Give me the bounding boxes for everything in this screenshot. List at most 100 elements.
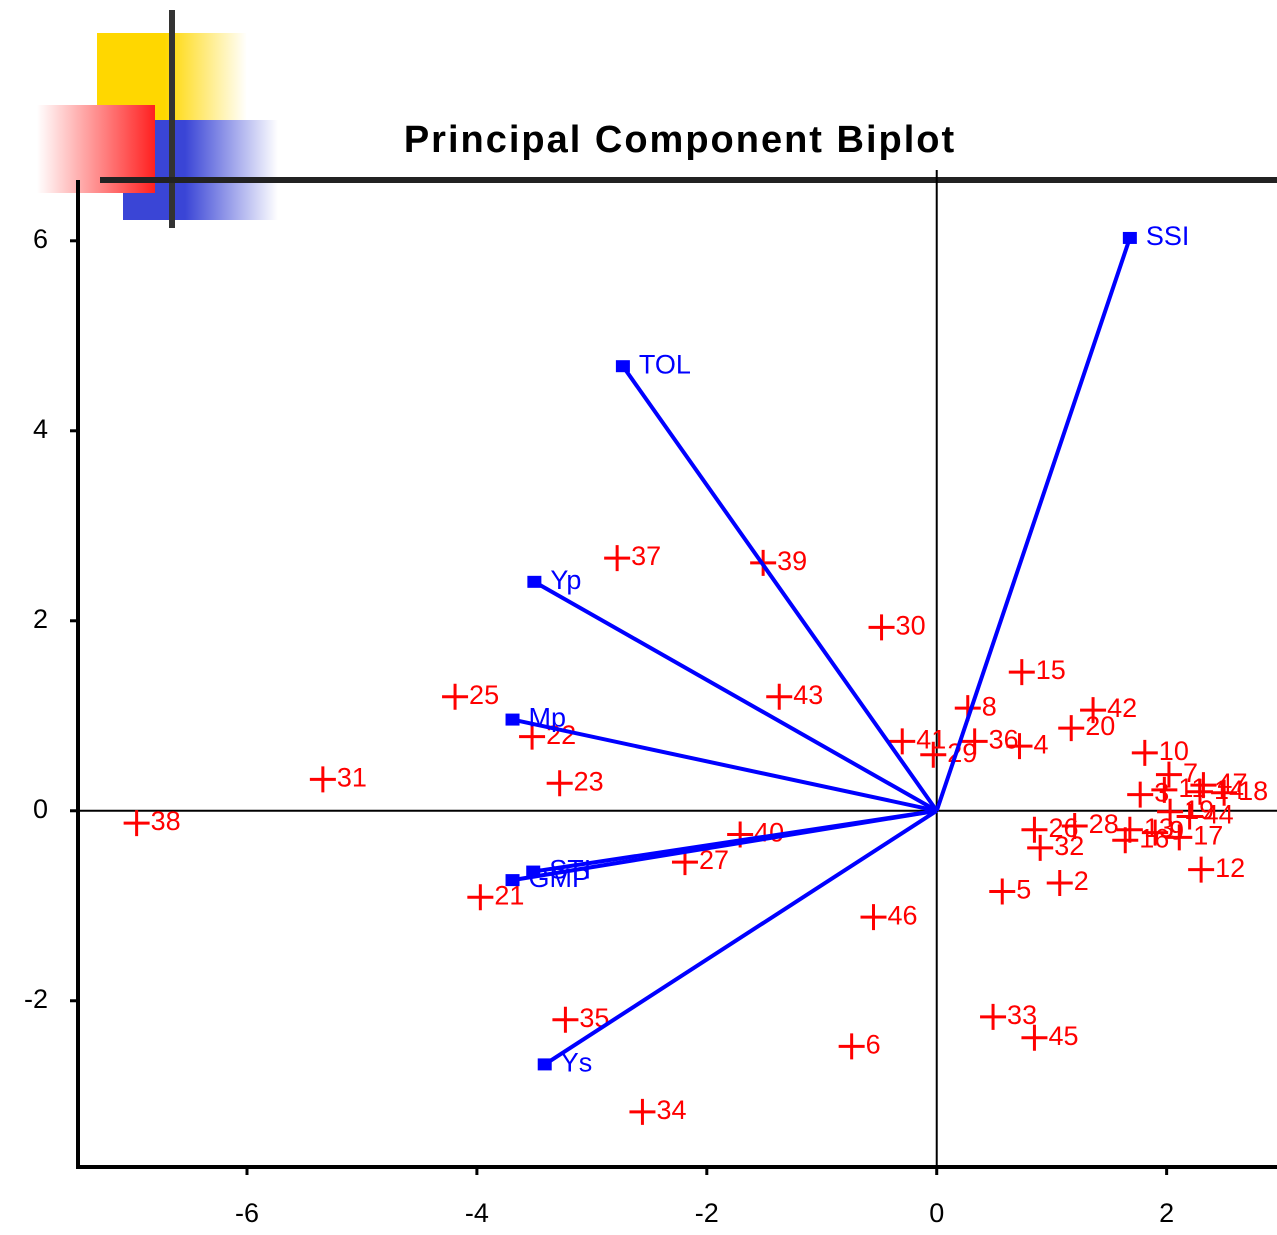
point	[123, 810, 150, 837]
point	[868, 614, 895, 641]
point	[1142, 819, 1169, 846]
point-label: 31	[337, 763, 367, 793]
point	[838, 1033, 865, 1060]
point	[766, 683, 793, 710]
point-label: 8	[982, 691, 997, 721]
point-label: 17	[1193, 820, 1223, 850]
point-label: 3	[1154, 778, 1169, 808]
point-label: 44	[1204, 800, 1234, 830]
vector-head	[527, 575, 542, 588]
point-label: 9	[1169, 816, 1184, 846]
vector	[934, 237, 1132, 812]
vector-label: TOL	[639, 349, 691, 379]
point-label: 45	[1048, 1021, 1078, 1051]
point	[920, 741, 947, 768]
point	[1006, 733, 1033, 760]
point-label: 7	[1183, 758, 1198, 788]
point	[1080, 697, 1107, 724]
y-tick-label: 6	[33, 224, 48, 254]
point	[860, 904, 887, 931]
point-label: 12	[1215, 853, 1245, 883]
point	[1058, 715, 1085, 742]
point-label: 14	[1214, 775, 1244, 805]
point-label: 34	[656, 1095, 686, 1125]
vector	[533, 580, 938, 813]
point-label: 16	[1139, 823, 1169, 853]
point	[1021, 1024, 1048, 1051]
vector	[543, 809, 938, 1067]
point-label: 20	[1085, 711, 1115, 741]
x-tick-label: -4	[465, 1198, 489, 1228]
point-label: 11	[1178, 773, 1206, 803]
point	[1112, 827, 1139, 854]
point	[1061, 812, 1088, 839]
vector-label: Mp	[529, 703, 567, 733]
point-label: 22	[546, 720, 576, 750]
point	[889, 728, 916, 755]
point-label: 2	[1074, 866, 1089, 896]
point	[629, 1098, 656, 1125]
point-label: 35	[579, 1003, 609, 1033]
point-label: 4	[1033, 729, 1048, 759]
point	[1176, 803, 1203, 830]
point	[1116, 816, 1143, 843]
point	[1166, 824, 1193, 851]
vector-label: Ys	[561, 1048, 593, 1078]
point	[309, 766, 336, 793]
point-label: 33	[1007, 1000, 1037, 1030]
vector-head	[505, 874, 520, 887]
point	[1127, 781, 1154, 808]
point	[980, 1003, 1007, 1030]
point-label: 10	[1159, 736, 1189, 766]
y-tick-label: 0	[33, 794, 48, 824]
point-label: 19	[1184, 795, 1214, 825]
point	[1190, 772, 1217, 799]
y-tick-label: -2	[24, 984, 48, 1014]
x-tick-label: 2	[1159, 1198, 1174, 1228]
vector	[512, 717, 938, 813]
point	[1155, 761, 1182, 788]
point-label: 32	[1054, 831, 1084, 861]
point	[1151, 776, 1178, 803]
x-tick-label: -2	[695, 1198, 719, 1228]
point	[552, 1006, 579, 1033]
point-label: 39	[777, 546, 807, 576]
point-label: 5	[1016, 875, 1031, 905]
point-label: 46	[888, 900, 918, 930]
point	[1188, 856, 1215, 883]
point	[467, 884, 494, 911]
point-label: 30	[896, 611, 926, 641]
point-label: 43	[793, 680, 823, 710]
point-label: 36	[989, 725, 1019, 755]
vector-head	[615, 360, 630, 373]
point-label: 28	[1089, 809, 1119, 839]
point	[1027, 834, 1054, 861]
point-label: 18	[1238, 776, 1268, 806]
decoration	[37, 10, 1277, 228]
point-label: 47	[1217, 768, 1247, 798]
vector-head	[505, 713, 520, 726]
point	[989, 878, 1016, 905]
point-label: 6	[866, 1029, 881, 1059]
x-tick-label: -6	[235, 1198, 259, 1228]
point	[519, 723, 546, 750]
vector	[621, 365, 939, 812]
point	[1211, 779, 1238, 806]
point-label: 38	[151, 806, 181, 836]
point	[1131, 739, 1158, 766]
vector-label: SSI	[1146, 221, 1190, 251]
y-tick-label: 2	[33, 604, 48, 634]
point	[961, 728, 988, 755]
point	[1046, 869, 1073, 896]
vector-head	[1122, 231, 1137, 244]
x-tick-label: 0	[929, 1198, 944, 1228]
y-tick-label: 4	[33, 414, 48, 444]
point-label: 15	[1036, 655, 1066, 685]
chart-title: Principal Component Biplot	[404, 119, 956, 161]
point	[1157, 798, 1184, 825]
point-label: 41	[916, 725, 946, 755]
vector-head	[537, 1058, 552, 1071]
point	[1186, 778, 1213, 805]
point	[442, 683, 469, 710]
